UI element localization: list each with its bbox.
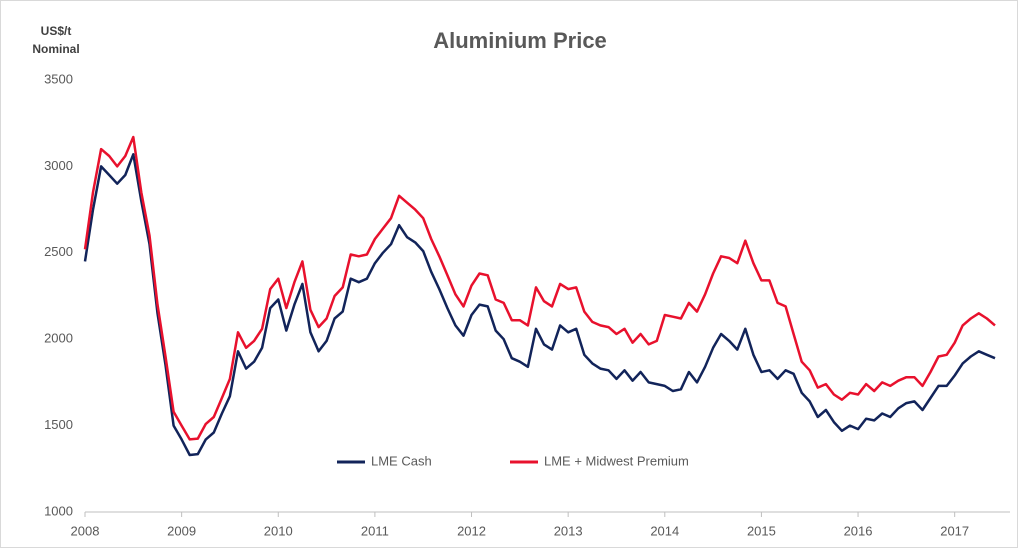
series-line: [83, 135, 996, 441]
x-tick-label: 2009: [167, 523, 196, 538]
x-tick-label: 2016: [844, 523, 873, 538]
x-tick-label: 2017: [940, 523, 969, 538]
legend-label: LME + Midwest Premium: [544, 453, 689, 468]
x-tick-label: 2011: [361, 523, 389, 538]
y-tick-label: 2000: [44, 331, 73, 346]
y-axis-unit: US$/t: [41, 24, 72, 38]
x-tick-label: 2013: [554, 523, 583, 538]
x-tick-label: 2010: [264, 523, 293, 538]
series-line: [83, 153, 996, 457]
x-tick-label: 2015: [747, 523, 776, 538]
chart-title: Aluminium Price: [433, 28, 607, 53]
x-tick-label: 2012: [457, 523, 486, 538]
y-tick-label: 3500: [44, 71, 73, 86]
y-axis-unit: Nominal: [32, 42, 79, 56]
x-tick-label: 2008: [71, 523, 100, 538]
y-tick-label: 2500: [44, 244, 73, 259]
y-tick-label: 3000: [44, 158, 73, 173]
legend-label: LME Cash: [371, 453, 432, 468]
y-tick-label: 1500: [44, 417, 73, 432]
x-tick-label: 2014: [650, 523, 679, 538]
y-tick-label: 1000: [44, 503, 73, 518]
